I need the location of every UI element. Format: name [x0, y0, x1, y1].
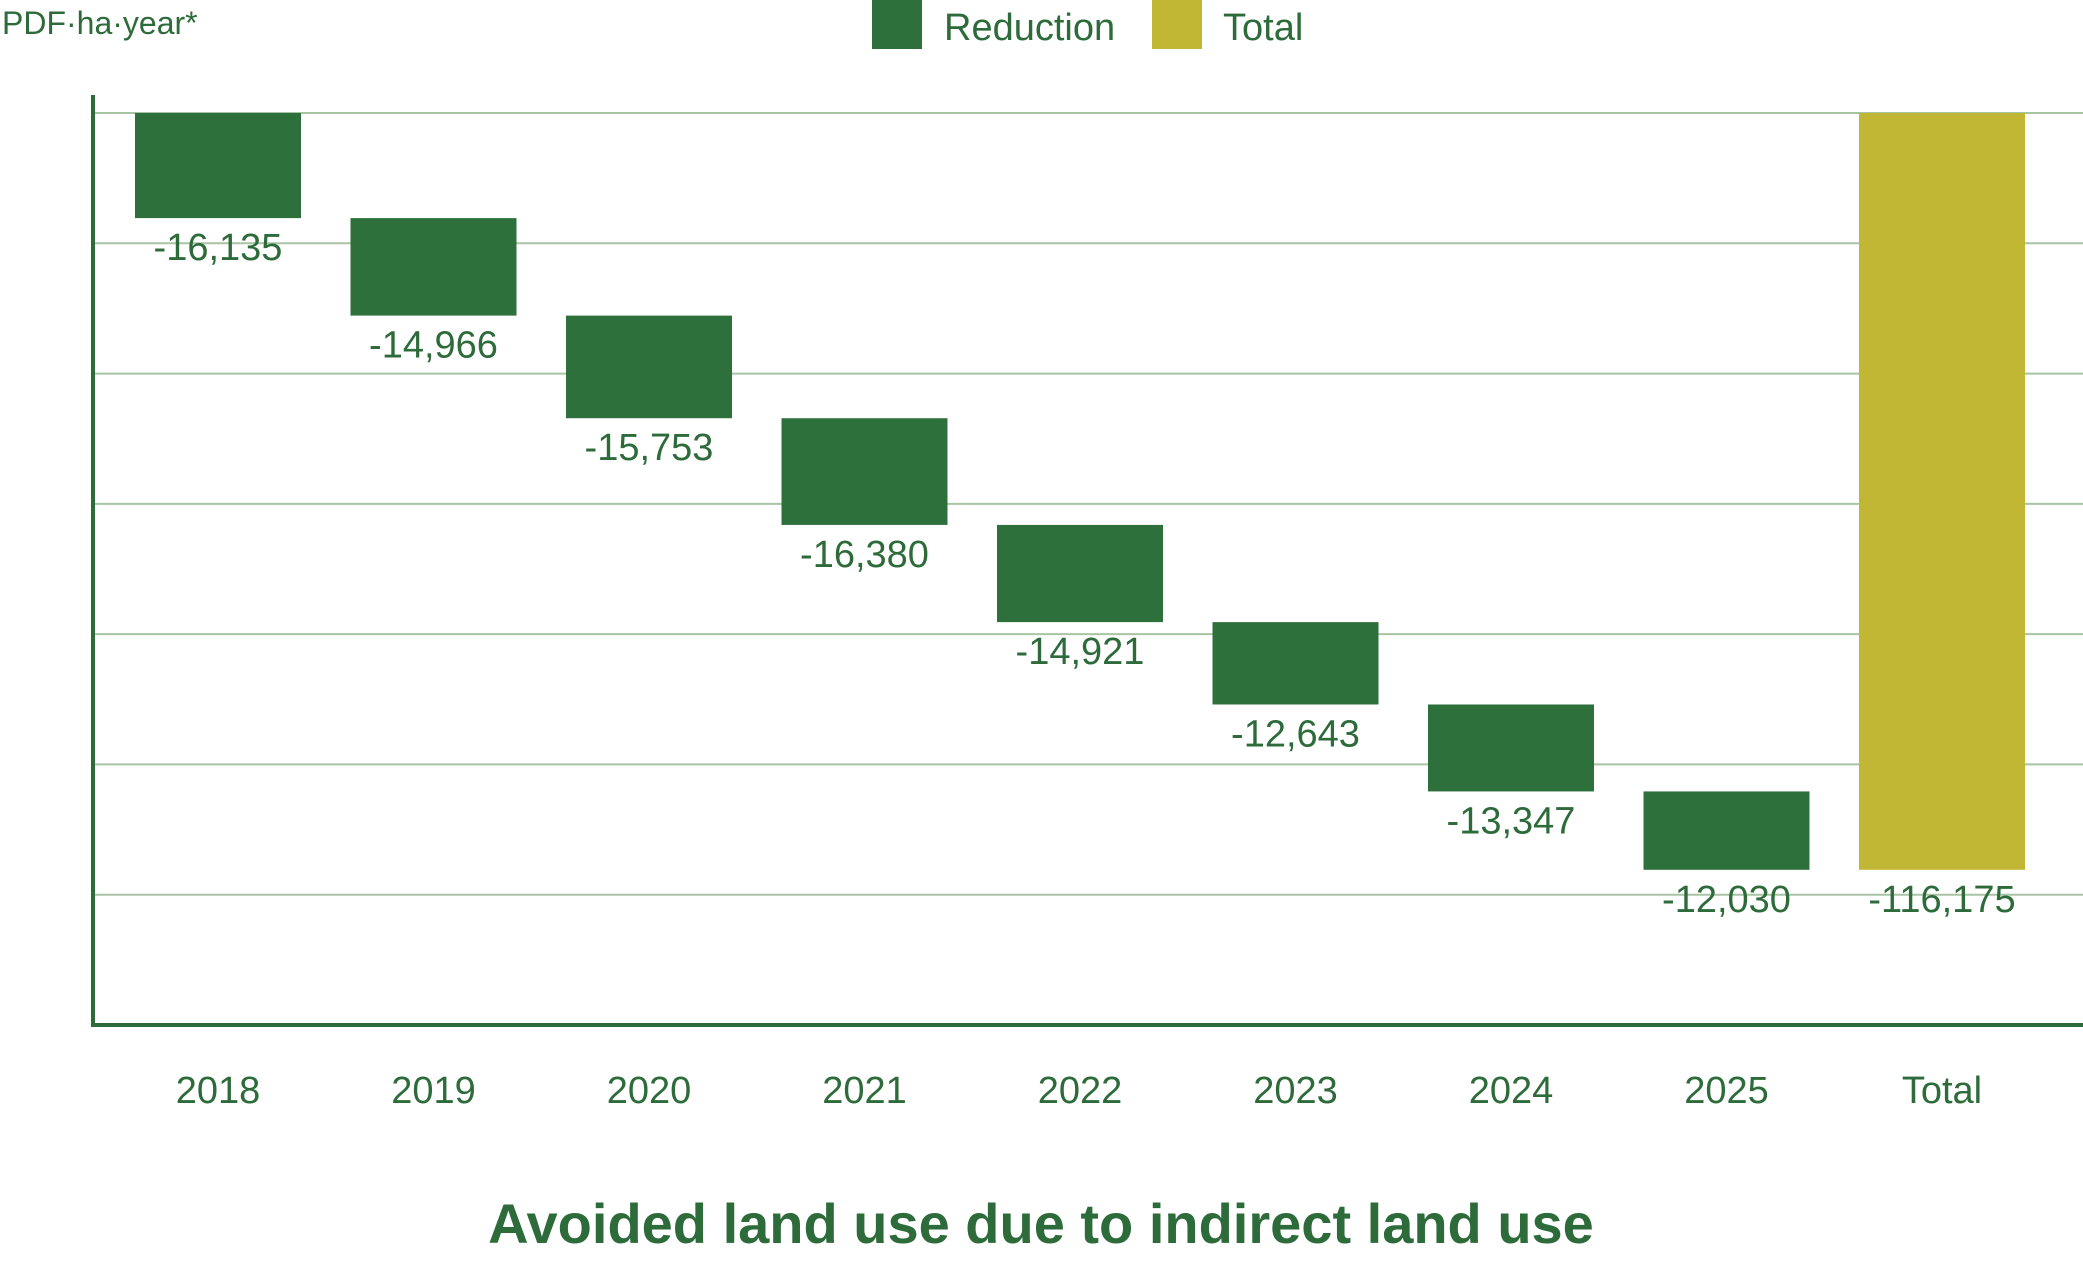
- bar-reduction-2025: [1643, 791, 1810, 870]
- axes: [91, 95, 2083, 1027]
- value-label-2024: -13,347: [1447, 800, 1576, 842]
- value-label-2020: -15,753: [585, 427, 714, 469]
- bar-reduction-2023: [1212, 622, 1379, 705]
- value-label-2023: -12,643: [1231, 713, 1360, 755]
- x-tick-label-2024: 2024: [1469, 1070, 1554, 1112]
- legend-label-reduction: Reduction: [944, 7, 1115, 49]
- chart-title: Avoided land use due to indirect land us…: [488, 1192, 1594, 1255]
- value-label-total: -116,175: [1868, 879, 2015, 921]
- bars: [135, 113, 2025, 870]
- bar-reduction-2019: [350, 218, 517, 316]
- x-tick-label-total: Total: [1902, 1070, 1982, 1112]
- x-tick-label-2025: 2025: [1684, 1070, 1769, 1112]
- value-labels: -16,135 -14,966 -15,753 -16,380 -14,921 -12,6…: [154, 227, 2016, 921]
- bar-reduction-2024: [1428, 704, 1594, 792]
- bar-reduction-2020: [566, 315, 732, 419]
- value-label-2018: -16,135: [154, 227, 283, 269]
- legend-swatch-total: [1152, 0, 1202, 49]
- legend-label-total: Total: [1223, 7, 1303, 49]
- x-tick-label-2020: 2020: [607, 1070, 692, 1112]
- legend-swatch-reduction: [872, 0, 922, 49]
- value-label-2019: -14,966: [369, 325, 498, 367]
- x-tick-label-2023: 2023: [1253, 1070, 1338, 1112]
- x-tick-labels: 2018 2019 2020 2021 2022 2023 2024 2025 Total: [176, 1070, 1982, 1112]
- x-tick-label-2019: 2019: [391, 1070, 476, 1112]
- y-axis-unit-label: PDF·ha·year*: [2, 5, 198, 41]
- value-label-2022: -14,921: [1016, 631, 1145, 673]
- bar-reduction-2022: [997, 524, 1163, 623]
- x-tick-label-2022: 2022: [1038, 1070, 1123, 1112]
- value-label-2021: -16,380: [800, 534, 929, 576]
- x-tick-label-2018: 2018: [176, 1070, 261, 1112]
- bar-total-total: [1859, 113, 2025, 870]
- bar-reduction-2021: [781, 418, 948, 525]
- x-tick-label-2021: 2021: [822, 1070, 907, 1112]
- legend: Reduction Total: [872, 0, 1303, 49]
- bar-reduction-2018: [135, 113, 301, 219]
- value-label-2025: -12,030: [1662, 879, 1791, 921]
